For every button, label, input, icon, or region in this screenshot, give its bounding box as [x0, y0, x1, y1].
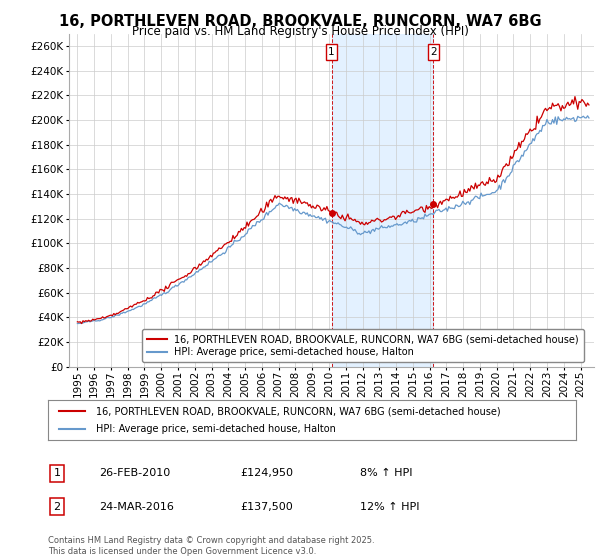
- Text: Contains HM Land Registry data © Crown copyright and database right 2025.
This d: Contains HM Land Registry data © Crown c…: [48, 536, 374, 556]
- Text: 1: 1: [328, 47, 335, 57]
- Text: 26-FEB-2010: 26-FEB-2010: [99, 468, 170, 478]
- Text: 12% ↑ HPI: 12% ↑ HPI: [360, 502, 419, 512]
- Text: 16, PORTHLEVEN ROAD, BROOKVALE, RUNCORN, WA7 6BG: 16, PORTHLEVEN ROAD, BROOKVALE, RUNCORN,…: [59, 14, 541, 29]
- Text: 24-MAR-2016: 24-MAR-2016: [99, 502, 174, 512]
- Text: HPI: Average price, semi-detached house, Halton: HPI: Average price, semi-detached house,…: [95, 423, 335, 433]
- Bar: [331, 34, 433, 367]
- Text: 1: 1: [53, 468, 61, 478]
- Text: £137,500: £137,500: [240, 502, 293, 512]
- Text: 2: 2: [430, 47, 437, 57]
- Text: 2: 2: [53, 502, 61, 512]
- Text: £124,950: £124,950: [240, 468, 293, 478]
- Text: Price paid vs. HM Land Registry's House Price Index (HPI): Price paid vs. HM Land Registry's House …: [131, 25, 469, 38]
- Legend: 16, PORTHLEVEN ROAD, BROOKVALE, RUNCORN, WA7 6BG (semi-detached house), HPI: Ave: 16, PORTHLEVEN ROAD, BROOKVALE, RUNCORN,…: [142, 329, 584, 362]
- Text: 16, PORTHLEVEN ROAD, BROOKVALE, RUNCORN, WA7 6BG (semi-detached house): 16, PORTHLEVEN ROAD, BROOKVALE, RUNCORN,…: [95, 407, 500, 417]
- Text: 8% ↑ HPI: 8% ↑ HPI: [360, 468, 413, 478]
